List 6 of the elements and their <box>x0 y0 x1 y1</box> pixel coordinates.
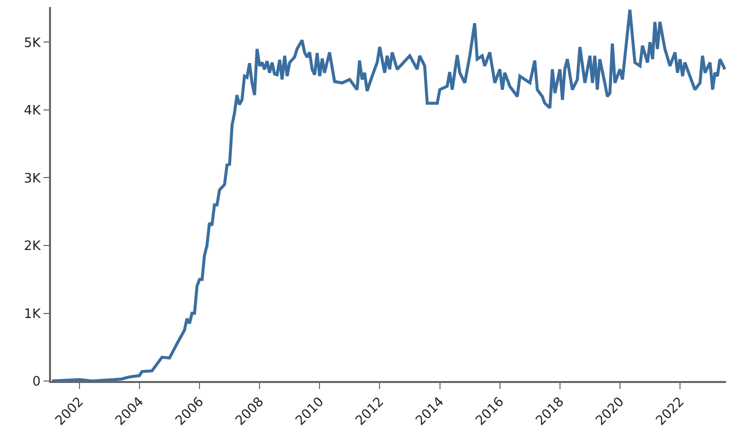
y-tick-label: 5K <box>24 36 42 51</box>
y-tick-label: 1K <box>24 306 42 322</box>
y-tick-label: 4K <box>24 104 42 119</box>
y-tick-label: 0 <box>32 374 41 390</box>
y-tick-label: 3K <box>24 171 42 186</box>
y-tick-label: 2K <box>24 239 42 254</box>
